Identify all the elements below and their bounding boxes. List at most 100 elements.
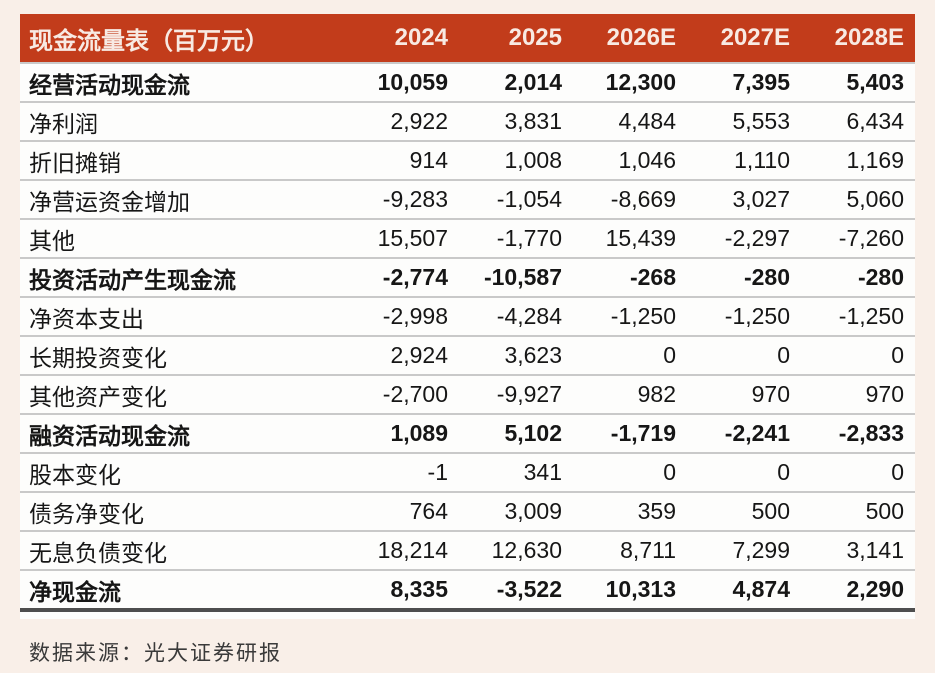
- cell-value: -1,054: [496, 186, 562, 212]
- table-row: 折旧摊销 914 1,008 1,046 1,110 1,169: [20, 140, 915, 179]
- cell-value: 3,831: [504, 108, 562, 134]
- column-header-2026e: 2026E: [606, 24, 676, 51]
- cell-value: 2,922: [390, 108, 448, 134]
- cell-value: 0: [663, 459, 676, 485]
- cell-value: -9,283: [382, 186, 448, 212]
- cell-value: 341: [523, 459, 562, 485]
- cell-value: 1,089: [390, 420, 448, 446]
- column-header-2027e: 2027E: [720, 24, 790, 51]
- cell-value: 3,027: [732, 186, 790, 212]
- table-row: 净利润 2,922 3,831 4,484 5,553 6,434: [20, 101, 915, 140]
- cell-value: -1,770: [496, 225, 562, 251]
- cell-value: -2,833: [838, 420, 904, 446]
- cell-value: 10,313: [605, 576, 676, 602]
- cell-value: 15,507: [377, 225, 448, 251]
- cell-value: 5,060: [846, 186, 904, 212]
- cell-value: 4,874: [732, 576, 790, 602]
- cell-value: 5,403: [846, 69, 904, 95]
- row-label: 其他: [29, 227, 75, 254]
- cell-value: 3,141: [846, 537, 904, 563]
- cell-value: 0: [777, 342, 790, 368]
- cell-value: 970: [751, 381, 790, 407]
- cell-value: -1,719: [610, 420, 676, 446]
- cell-value: -1: [427, 459, 448, 485]
- row-label: 融资活动现金流: [29, 422, 190, 449]
- table-row: 其他资产变化 -2,700 -9,927 982 970 970: [20, 374, 915, 413]
- table-row: 净营运资金增加 -9,283 -1,054 -8,669 3,027 5,060: [20, 179, 915, 218]
- cell-value: 0: [663, 342, 676, 368]
- cell-value: 1,169: [846, 147, 904, 173]
- cell-value: 12,300: [605, 69, 676, 95]
- row-label: 净营运资金增加: [29, 188, 190, 215]
- row-label: 净资本支出: [29, 305, 144, 332]
- cell-value: 15,439: [605, 225, 676, 251]
- cell-value: 359: [637, 498, 676, 524]
- row-label: 净利润: [29, 110, 98, 137]
- cell-value: 0: [891, 459, 904, 485]
- cell-value: 914: [409, 147, 448, 173]
- cell-value: 2,290: [846, 576, 904, 602]
- cell-value: 970: [865, 381, 904, 407]
- cell-value: 1,110: [734, 147, 790, 173]
- cell-value: -2,700: [382, 381, 448, 407]
- cell-value: -2,241: [724, 420, 790, 446]
- cell-value: 4,484: [618, 108, 676, 134]
- cell-value: 2,014: [504, 69, 562, 95]
- cell-value: -8,669: [610, 186, 676, 212]
- table-row: 净现金流 8,335 -3,522 10,313 4,874 2,290: [20, 569, 915, 608]
- table-row: 其他 15,507 -1,770 15,439 -2,297 -7,260: [20, 218, 915, 257]
- cell-value: 3,009: [504, 498, 562, 524]
- table-row: 股本变化 -1 341 0 0 0: [20, 452, 915, 491]
- cell-value: 6,434: [846, 108, 904, 134]
- cell-value: 7,395: [732, 69, 790, 95]
- table-title: 现金流量表（百万元）: [29, 27, 269, 55]
- cell-value: 18,214: [377, 537, 448, 563]
- row-label: 净现金流: [29, 578, 121, 605]
- cell-value: 10,059: [377, 69, 448, 95]
- cell-value: -2,774: [382, 264, 448, 290]
- cell-value: 500: [865, 498, 904, 524]
- table-header-row: 现金流量表（百万元） 2024 2025 2026E 2027E 2028E: [20, 14, 915, 62]
- table-row: 投资活动产生现金流 -2,774 -10,587 -268 -280 -280: [20, 257, 915, 296]
- cell-value: 764: [409, 498, 448, 524]
- table-row: 长期投资变化 2,924 3,623 0 0 0: [20, 335, 915, 374]
- row-label: 其他资产变化: [29, 383, 167, 410]
- cell-value: -268: [629, 264, 676, 290]
- cell-value: -280: [857, 264, 904, 290]
- table-row: 经营活动现金流 10,059 2,014 12,300 7,395 5,403: [20, 62, 915, 101]
- cell-value: -1,250: [610, 303, 676, 329]
- data-source-note: 数据来源：光大证券研报: [29, 641, 282, 665]
- row-label: 股本变化: [29, 461, 121, 488]
- table-body: 经营活动现金流 10,059 2,014 12,300 7,395 5,403 净利润 2,9…: [20, 62, 915, 612]
- table-row: 无息负债变化 18,214 12,630 8,711 7,299 3,141: [20, 530, 915, 569]
- cell-value: 2,924: [390, 342, 448, 368]
- cell-value: 7,299: [732, 537, 790, 563]
- row-label: 无息负债变化: [29, 539, 167, 566]
- cell-value: 12,630: [491, 537, 562, 563]
- cell-value: 0: [777, 459, 790, 485]
- table-row: 净资本支出 -2,998 -4,284 -1,250 -1,250 -1,250: [20, 296, 915, 335]
- column-header-2024: 2024: [394, 24, 448, 51]
- cell-value: -7,260: [838, 225, 904, 251]
- cell-value: 500: [751, 498, 790, 524]
- table-row: 债务净变化 764 3,009 359 500 500: [20, 491, 915, 530]
- cell-value: -4,284: [496, 303, 562, 329]
- cell-value: 1,008: [504, 147, 562, 173]
- column-header-2025: 2025: [508, 24, 562, 51]
- cell-value: 8,335: [390, 576, 448, 602]
- cell-value: 982: [637, 381, 676, 407]
- cell-value: -9,927: [496, 381, 562, 407]
- cashflow-table: 现金流量表（百万元） 2024 2025 2026E 2027E 2028E 经营活动现…: [20, 14, 915, 619]
- cell-value: -10,587: [483, 264, 562, 290]
- row-label: 折旧摊销: [29, 149, 121, 176]
- cell-value: 5,553: [732, 108, 790, 134]
- cell-value: -3,522: [496, 576, 562, 602]
- row-label: 投资活动产生现金流: [29, 266, 236, 293]
- column-header-2028e: 2028E: [834, 24, 904, 51]
- cell-value: 5,102: [504, 420, 562, 446]
- cell-value: 3,623: [504, 342, 562, 368]
- cell-value: -1,250: [724, 303, 790, 329]
- cell-value: -280: [743, 264, 790, 290]
- cell-value: 1,046: [618, 147, 676, 173]
- cell-value: -2,297: [724, 225, 790, 251]
